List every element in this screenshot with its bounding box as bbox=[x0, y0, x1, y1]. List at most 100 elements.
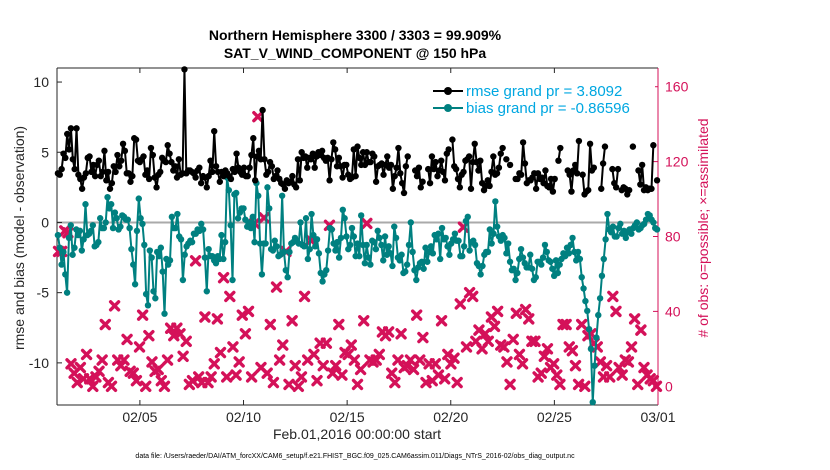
bias-point bbox=[348, 224, 356, 232]
x-tick-label: 02/25 bbox=[537, 409, 572, 425]
y-tick-label-right: 120 bbox=[665, 154, 689, 170]
bias-point bbox=[574, 248, 582, 256]
bias-point bbox=[422, 244, 429, 251]
obs-assimilated-mark bbox=[118, 354, 130, 366]
obs-assimilated-mark bbox=[594, 356, 607, 368]
rmse-point bbox=[289, 172, 296, 180]
obs-assimilated-mark bbox=[438, 373, 451, 385]
obs-assimilated-mark bbox=[115, 359, 127, 372]
rmse-point bbox=[415, 164, 423, 171]
rmse-point bbox=[203, 184, 210, 191]
rmse-point bbox=[198, 179, 205, 187]
bias-point bbox=[424, 258, 431, 265]
y-tick-label-right: 0 bbox=[665, 378, 673, 394]
rmse-point bbox=[212, 163, 220, 170]
legend: rmse grand pr = 3.8092 bias grand pr = -… bbox=[430, 79, 655, 121]
rmse-point bbox=[363, 149, 371, 156]
bias-point bbox=[505, 240, 512, 247]
obs-assimilated-mark bbox=[647, 374, 660, 387]
rmse-point bbox=[499, 144, 506, 152]
y-axis-label-left: rmse and bias (model - observation) bbox=[11, 126, 27, 350]
rmse-point bbox=[545, 184, 553, 191]
obs-assimilated-mark bbox=[267, 376, 280, 389]
obs-assimilated-mark bbox=[286, 315, 298, 327]
obs-assimilated-mark bbox=[292, 380, 305, 392]
y-tick-label-right: 40 bbox=[665, 303, 681, 319]
obs-assimilated-mark bbox=[529, 335, 541, 348]
rmse-point bbox=[192, 174, 199, 181]
bias-point bbox=[628, 230, 635, 237]
bias-point bbox=[527, 251, 534, 258]
bias-point bbox=[102, 219, 109, 226]
bias-point bbox=[547, 258, 554, 265]
rmse-point bbox=[62, 154, 69, 162]
bias-point bbox=[82, 201, 89, 208]
obs-assimilated-mark bbox=[632, 378, 644, 391]
bias-point bbox=[532, 274, 539, 281]
bias-point bbox=[598, 272, 606, 280]
bias-point bbox=[117, 223, 124, 230]
bias-point bbox=[488, 240, 495, 247]
bias-point bbox=[71, 244, 78, 251]
bias-point bbox=[124, 216, 131, 223]
rmse-point bbox=[609, 165, 616, 173]
bias-point bbox=[600, 255, 607, 263]
obs-assimilated-mark bbox=[74, 361, 87, 374]
obs-assimilated-mark bbox=[551, 369, 563, 381]
obs-assimilated-mark bbox=[541, 343, 554, 355]
rmse-point bbox=[127, 178, 134, 185]
bias-point bbox=[141, 241, 148, 249]
rmse-point bbox=[532, 185, 540, 192]
bias-point bbox=[374, 227, 381, 235]
rmse-point bbox=[475, 167, 482, 174]
bias-point bbox=[172, 224, 179, 232]
bias-point bbox=[80, 236, 87, 243]
bias-point bbox=[218, 231, 225, 239]
obs-assimilated-mark bbox=[417, 331, 429, 344]
obs-assimilated-mark bbox=[192, 371, 205, 383]
bias-point bbox=[76, 227, 84, 235]
obs-assimilated-mark bbox=[404, 354, 417, 366]
rmse-point bbox=[395, 144, 402, 152]
rmse-point bbox=[281, 185, 289, 192]
obs-assimilated-mark bbox=[80, 348, 93, 361]
rmse-point bbox=[110, 163, 117, 170]
bias-point bbox=[398, 251, 405, 258]
rmse-point bbox=[82, 170, 90, 177]
bias-point bbox=[479, 262, 486, 270]
bias-point bbox=[225, 186, 233, 194]
rmse-point bbox=[419, 178, 426, 185]
obs-assimilated-mark bbox=[152, 363, 164, 376]
obs-assimilated-mark bbox=[65, 358, 77, 370]
bias-point bbox=[429, 250, 437, 257]
bias-point bbox=[385, 243, 392, 250]
obs-assimilated-mark bbox=[429, 358, 442, 370]
obs-assimilated-mark bbox=[214, 346, 227, 359]
bias-point bbox=[131, 281, 139, 288]
rmse-point bbox=[298, 149, 305, 156]
rmse-point bbox=[549, 188, 557, 195]
bias-point bbox=[370, 238, 378, 246]
rmse-point bbox=[428, 153, 436, 160]
obs-assimilated-mark bbox=[361, 217, 373, 230]
bias-point bbox=[310, 231, 317, 239]
bias-point bbox=[591, 362, 598, 369]
rmse-point bbox=[211, 127, 218, 135]
bias-point bbox=[435, 230, 442, 237]
obs-assimilated-mark bbox=[108, 300, 121, 312]
bias-point bbox=[133, 227, 141, 235]
bias-point bbox=[650, 219, 657, 226]
rmse-point bbox=[119, 140, 127, 148]
bias-point bbox=[174, 210, 181, 218]
rmse-point bbox=[635, 167, 642, 174]
bias-point bbox=[602, 236, 609, 243]
rmse-point bbox=[393, 164, 400, 171]
obs-assimilated-mark bbox=[199, 311, 211, 323]
rmse-point bbox=[519, 139, 527, 146]
obs-assimilated-mark bbox=[277, 339, 289, 351]
bias-point bbox=[255, 192, 262, 199]
rmse-point bbox=[311, 164, 318, 171]
rmse-point bbox=[490, 153, 497, 160]
rmse-point bbox=[590, 164, 598, 171]
